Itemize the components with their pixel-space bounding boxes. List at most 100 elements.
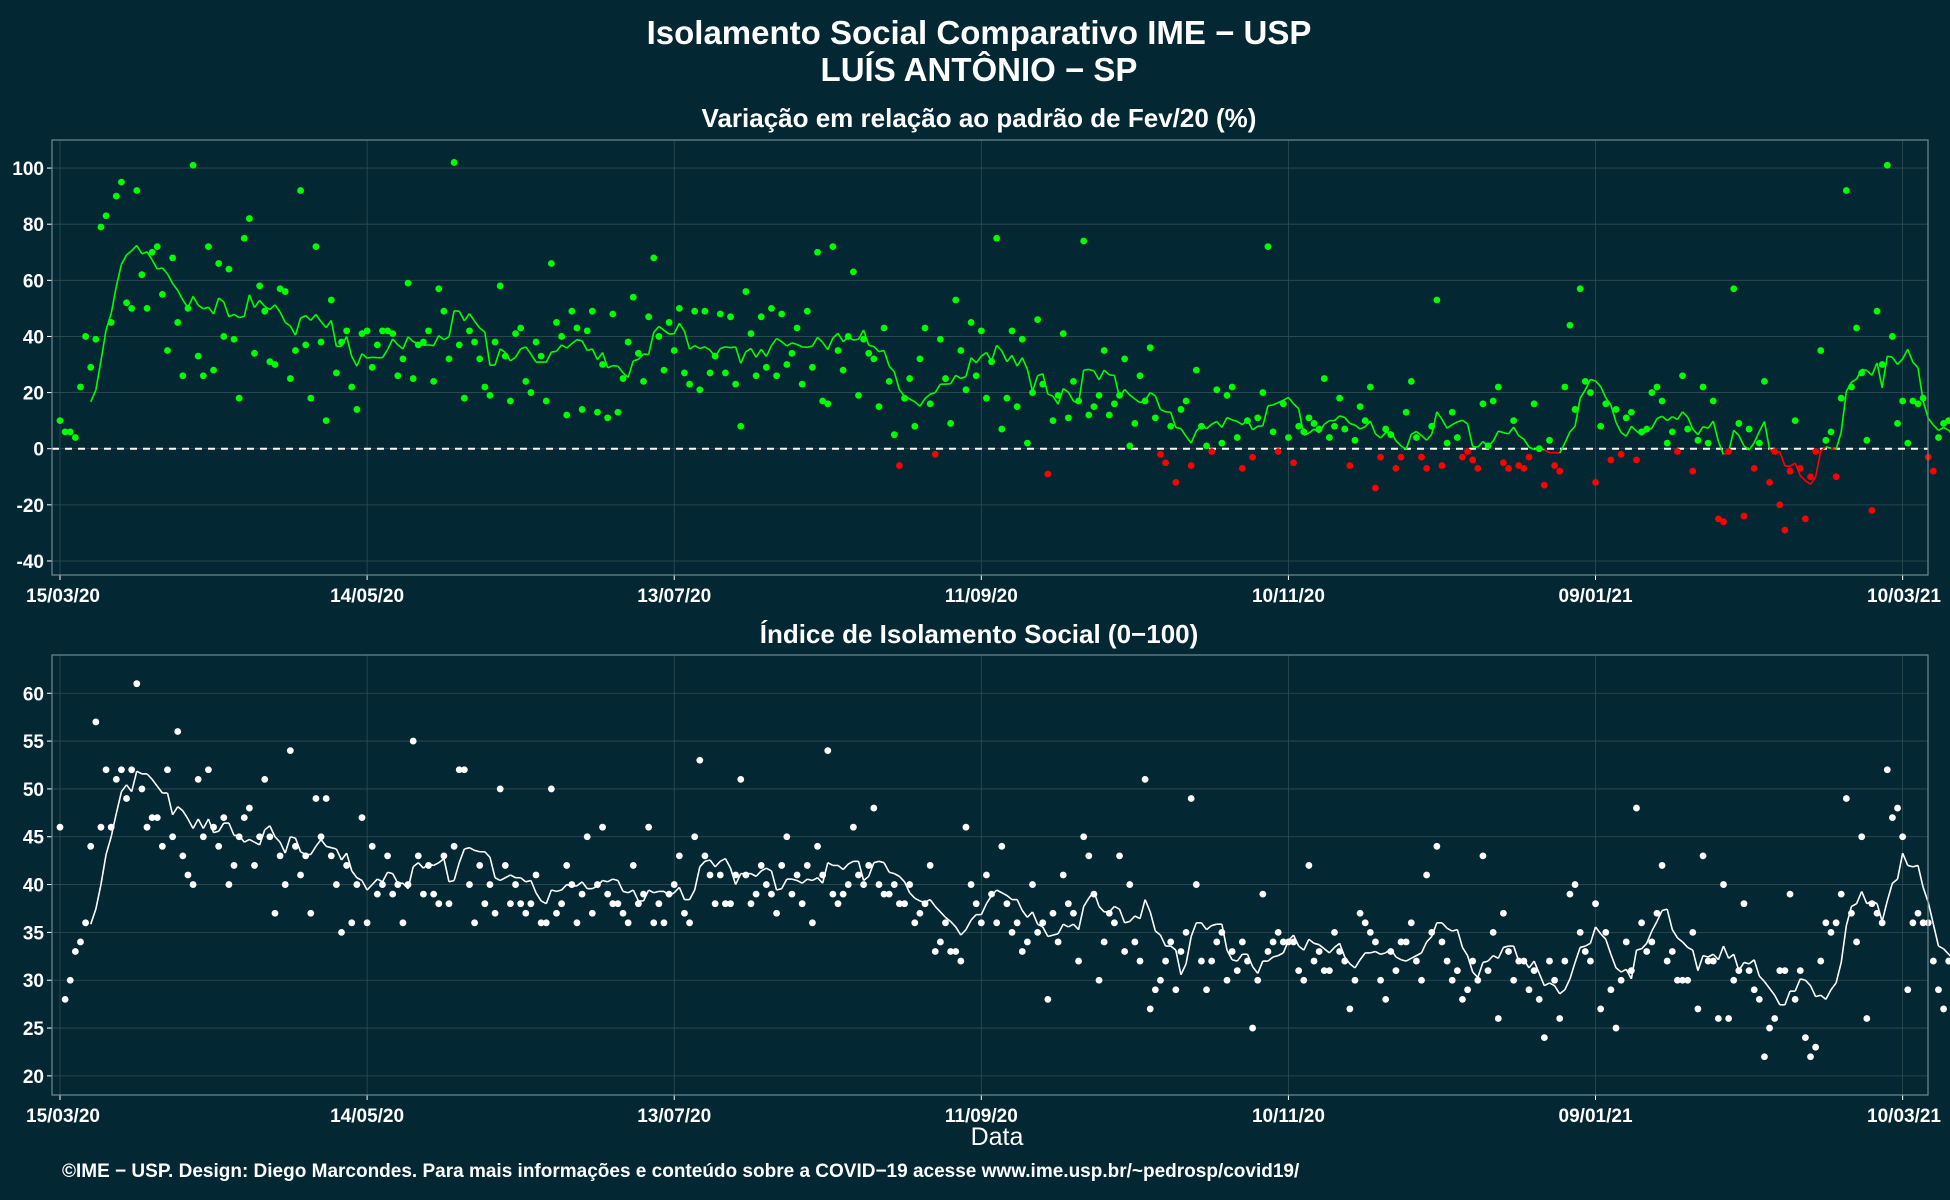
- data-point: [911, 422, 919, 430]
- data-point: [97, 823, 105, 831]
- moving-average-segment: [1605, 938, 1612, 955]
- moving-average-segment: [100, 329, 107, 362]
- moving-average-segment: [192, 818, 199, 829]
- data-point: [1172, 986, 1180, 994]
- data-point: [604, 890, 612, 898]
- data-point: [1505, 948, 1512, 955]
- moving-average-segment: [653, 325, 660, 333]
- moving-average-segment: [1395, 440, 1402, 447]
- moving-average-segment: [776, 337, 783, 343]
- data-point: [1279, 400, 1287, 408]
- data-point: [148, 814, 156, 822]
- data-point: [860, 335, 867, 343]
- moving-average-segment: [960, 929, 967, 936]
- data-point: [215, 842, 223, 850]
- data-point: [281, 881, 289, 888]
- data-point: [491, 338, 499, 346]
- data-point: [819, 871, 827, 879]
- moving-average-segment: [1932, 924, 1940, 947]
- data-point: [1290, 938, 1297, 946]
- data-point: [1500, 459, 1507, 467]
- moving-average-segment: [177, 289, 184, 301]
- data-point: [66, 976, 74, 984]
- data-point: [1592, 900, 1599, 908]
- moving-average-segment: [361, 353, 368, 359]
- moving-average-segment: [1579, 945, 1586, 949]
- data-point: [1489, 928, 1497, 936]
- moving-average-segment: [576, 881, 583, 887]
- moving-average-segment: [1226, 416, 1233, 421]
- data-point: [414, 852, 422, 860]
- moving-average-segment: [95, 360, 102, 391]
- y-tick-label: -40: [17, 552, 44, 573]
- data-point: [240, 234, 248, 242]
- data-point: [824, 747, 832, 755]
- moving-average-segment: [1170, 945, 1177, 951]
- moving-average-segment: [289, 325, 297, 336]
- data-point: [1095, 391, 1103, 399]
- moving-average-segment: [1190, 922, 1198, 937]
- moving-average-segment: [755, 870, 762, 877]
- moving-average-segment: [361, 880, 368, 891]
- data-point: [240, 814, 248, 822]
- moving-average-segment: [1789, 462, 1796, 468]
- data-point: [947, 420, 955, 427]
- data-point: [128, 304, 136, 312]
- data-point: [1776, 967, 1784, 975]
- x-axis-label: Data: [971, 1123, 1024, 1151]
- data-point: [261, 775, 269, 783]
- moving-average-segment: [1589, 926, 1597, 944]
- moving-average-segment: [1887, 355, 1893, 359]
- moving-average-segment: [596, 352, 604, 361]
- data-point: [1786, 890, 1794, 898]
- moving-average-segment: [217, 822, 225, 832]
- data-point: [245, 804, 253, 812]
- moving-average-segment: [1518, 435, 1525, 440]
- moving-average-segment: [909, 892, 916, 899]
- data-point: [1059, 871, 1067, 879]
- data-point: [1602, 928, 1610, 936]
- data-point: [343, 327, 351, 335]
- data-point: [1576, 928, 1584, 936]
- moving-average-segment: [223, 301, 230, 318]
- moving-average-segment: [632, 889, 640, 902]
- data-point: [1909, 397, 1917, 405]
- moving-average-segment: [386, 338, 394, 351]
- data-point: [1018, 335, 1026, 343]
- moving-average-segment: [494, 877, 501, 882]
- data-point: [1167, 938, 1175, 946]
- data-point: [1346, 462, 1354, 469]
- data-point: [1945, 417, 1950, 425]
- data-point: [1259, 890, 1267, 898]
- moving-average-segment: [525, 879, 532, 883]
- data-point: [1561, 957, 1569, 965]
- data-point: [1842, 795, 1850, 802]
- data-point: [1479, 400, 1487, 408]
- data-point: [1290, 459, 1297, 467]
- data-point: [1725, 448, 1733, 455]
- data-point: [578, 890, 586, 898]
- moving-average-segment: [433, 861, 440, 867]
- moving-average-segment: [412, 862, 419, 868]
- data-point: [1929, 957, 1937, 965]
- x-tick-label: 15/03/20: [26, 586, 100, 607]
- moving-average-segment: [689, 345, 696, 350]
- data-point: [220, 333, 228, 340]
- data-point: [450, 842, 458, 850]
- data-point: [967, 319, 975, 326]
- data-point: [931, 450, 939, 458]
- moving-average-segment: [151, 778, 158, 787]
- moving-average-segment: [1359, 425, 1366, 430]
- moving-average-segment: [1456, 929, 1464, 948]
- data-point: [1540, 1034, 1548, 1042]
- data-point: [1382, 425, 1390, 433]
- moving-average-segment: [1860, 891, 1868, 905]
- data-point: [1663, 957, 1671, 965]
- moving-average-segment: [1743, 445, 1750, 451]
- moving-average-segment: [514, 348, 522, 358]
- moving-average-segment: [1062, 923, 1069, 928]
- data-point: [681, 909, 688, 917]
- data-point: [1766, 1024, 1773, 1032]
- moving-average-segment: [688, 889, 696, 900]
